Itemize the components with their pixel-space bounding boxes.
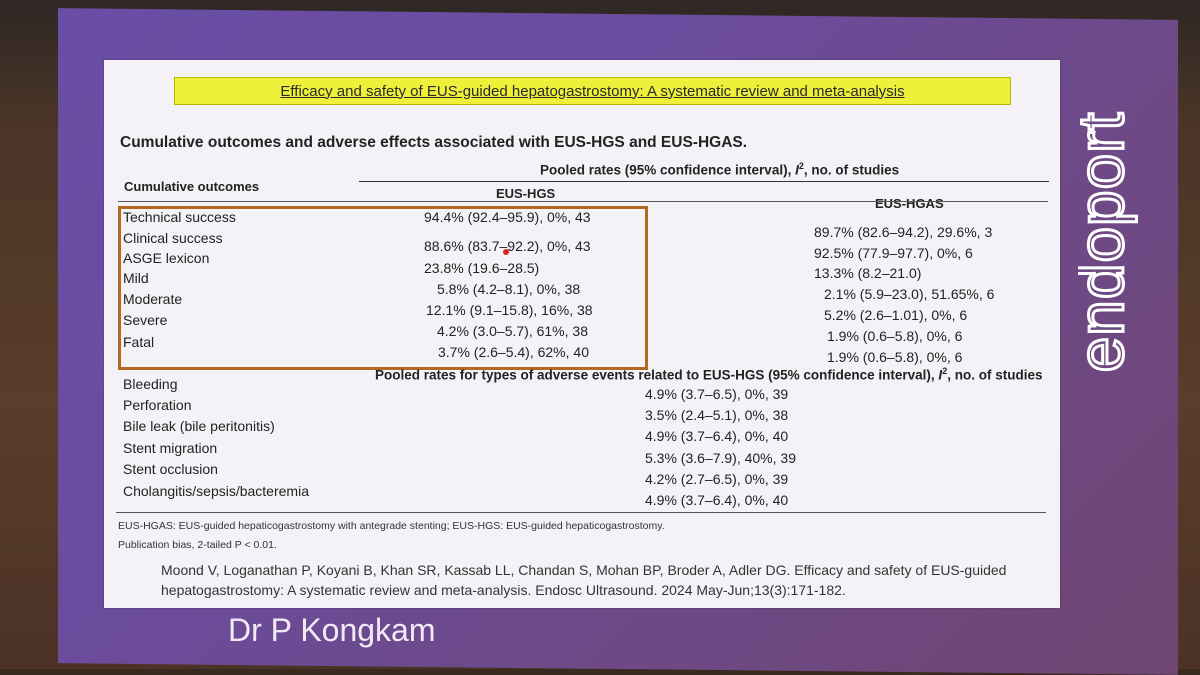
speaker-name: Dr P Kongkam [228,612,436,648]
row-hgas-value: 5.2% (2.6–1.01), 0%, 6 [824,307,968,323]
row-label: Severe [123,312,168,328]
slide-content: Efficacy and safety of EUS-guided hepato… [104,60,1060,608]
ae-label: Perforation [123,397,192,413]
ae-label: Stent occlusion [123,461,218,477]
ae-value: 5.3% (3.6–7.9), 40%, 39 [645,450,796,466]
header-divider [359,181,1049,182]
row-label: Fatal [123,334,155,350]
footnote-abbreviations: EUS-HGAS: EUS-guided hepaticogastrostomy… [118,520,665,532]
row-hgs-value: 3.7% (2.6–5.4), 62%, 40 [438,344,589,360]
ae-value: 4.9% (3.7–6.4), 0%, 40 [645,428,789,444]
endoport-logo: endoport [1078,110,1139,374]
row-hgs-value: 5.8% (4.2–8.1), 0%, 38 [437,281,581,297]
ae-label: Bile leak (bile peritonitis) [123,418,275,434]
row-hgas-value: 2.1% (5.9–23.0), 51.65%, 6 [824,286,995,302]
highlight-box [118,206,648,370]
title-banner: Efficacy and safety of EUS-guided hepato… [174,77,1011,105]
row-hgas-value: 13.3% (8.2–21.0) [814,265,922,281]
ae-value: 4.2% (2.7–6.5), 0%, 39 [645,471,789,487]
col-header-outcomes: Cumulative outcomes [124,179,260,194]
row-hgas-value: 1.9% (0.6–5.8), 0%, 6 [827,349,963,365]
row-hgas-value: 92.5% (77.9–97.7), 0%, 6 [814,245,973,261]
table-caption: Cumulative outcomes and adverse effects … [120,134,748,151]
row-label: Moderate [123,291,183,307]
laser-pointer-dot [503,249,509,255]
row-hgs-value: 12.1% (9.1–15.8), 16%, 38 [426,302,593,318]
svg-text:endoport: endoport [1078,112,1137,373]
row-hgas-value: 1.9% (0.6–5.8), 0%, 6 [827,328,963,344]
adverse-events-header: Pooled rates for types of adverse events… [375,366,1043,383]
col-header-hgas: EUS-HGAS [875,196,944,211]
citation: Moond V, Loganathan P, Koyani B, Khan SR… [161,562,1007,598]
col-header-hgs: EUS-HGS [496,186,556,201]
row-label: Clinical success [123,230,223,246]
table-bottom-rule [116,512,1046,513]
row-label: Technical success [123,209,236,225]
footnote-bias: Publication bias, 2-tailed P < 0.01. [118,539,277,551]
ae-label: Bleeding [123,376,178,392]
ae-label: Stent migration [123,440,218,456]
pooled-rates-header: Pooled rates (95% confidence interval), … [540,161,900,178]
row-hgs-value: 88.6% (83.7–92.2), 0%, 43 [424,238,591,254]
row-hgas-value: 89.7% (82.6–94.2), 29.6%, 3 [814,224,993,240]
ae-label: Cholangitis/sepsis/bacteremia [123,483,309,499]
ae-value: 3.5% (2.4–5.1), 0%, 38 [645,407,789,423]
row-hgs-value: 94.4% (92.4–95.9), 0%, 43 [424,209,591,225]
row-hgs-value: 23.8% (19.6–28.5) [424,260,540,276]
ae-value: 4.9% (3.7–6.5), 0%, 39 [645,386,789,402]
row-hgs-value: 4.2% (3.0–5.7), 61%, 38 [437,323,588,339]
header-divider-bottom [118,201,1048,202]
slide-title: Efficacy and safety of EUS-guided hepato… [280,82,905,100]
ae-value: 4.9% (3.7–6.4), 0%, 40 [645,492,789,508]
row-label: ASGE lexicon [123,250,210,266]
row-label: Mild [123,270,149,286]
